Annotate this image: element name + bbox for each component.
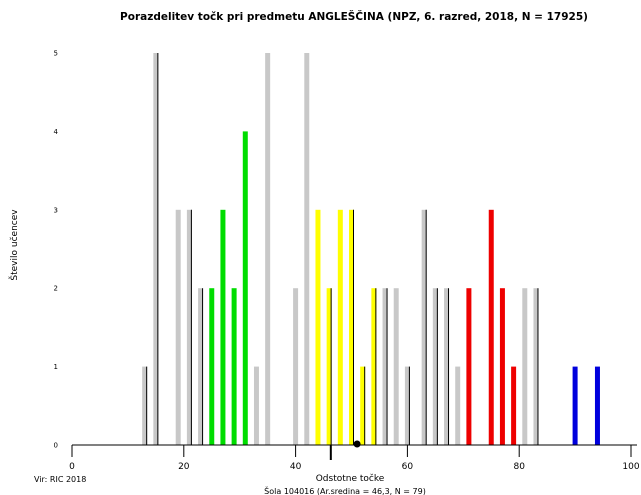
footer-note: Šola 104016 (Ar.sredina = 46,3, N = 79) [264, 485, 426, 495]
bar-56 [382, 288, 388, 445]
bar-48 [337, 209, 343, 445]
bar-69 [455, 366, 461, 445]
bar-21 [186, 209, 192, 445]
bar-65 [432, 288, 438, 445]
bar-94 [594, 366, 600, 445]
y-axis-ticks: 0 1 2 3 4 5 [54, 50, 59, 450]
bar-29 [231, 288, 237, 445]
bar-35 [265, 53, 271, 445]
y-axis-label: Število učencev [8, 209, 20, 281]
bars-group [142, 53, 600, 445]
bar-25 [209, 288, 215, 445]
bar-42 [304, 53, 310, 445]
bar-71 [466, 288, 472, 445]
bar-81 [522, 288, 528, 445]
x-axis-label: Odstotne točke [316, 473, 385, 484]
point-marker [353, 440, 361, 448]
bar-13 [142, 366, 148, 445]
y-tick-label-3: 3 [54, 206, 58, 214]
bar-79 [511, 366, 517, 445]
bar-77 [499, 288, 505, 445]
bar-33 [253, 366, 259, 445]
bar-90 [572, 366, 578, 445]
bar-31 [242, 131, 248, 445]
bar-40 [293, 288, 299, 445]
x-tick-label-100: 100 [622, 462, 639, 472]
x-tick-label-80: 80 [513, 462, 525, 472]
bar-19 [175, 209, 181, 445]
bar-15 [153, 53, 159, 445]
bar-23 [198, 288, 204, 445]
x-tick-label-20: 20 [178, 462, 190, 472]
x-tick-label-60: 60 [402, 462, 414, 472]
bar-63 [421, 209, 427, 445]
x-tick-label-0: 0 [69, 462, 75, 472]
bar-50 [349, 209, 354, 445]
y-tick-label-0: 0 [54, 442, 58, 450]
y-tick-label-5: 5 [54, 50, 58, 58]
bar-52 [360, 366, 366, 445]
bar-27 [220, 209, 226, 445]
y-tick-label-4: 4 [54, 128, 59, 136]
bar-83 [533, 288, 539, 445]
bar-54 [371, 288, 377, 445]
bar-75 [488, 209, 494, 445]
bar-46 [326, 288, 332, 445]
bar-58 [393, 288, 399, 445]
bar-67 [444, 288, 450, 445]
x-axis-ticks: 0 20 40 60 80 100 [69, 445, 640, 472]
x-tick-label-40: 40 [290, 462, 302, 472]
source-note: Vir: RIC 2018 [34, 475, 86, 484]
y-tick-label-1: 1 [54, 363, 58, 371]
chart-title: Porazdelitev točk pri predmetu ANGLEŠČIN… [120, 10, 588, 23]
bar-60 [404, 366, 410, 445]
bar-44 [315, 209, 321, 445]
y-tick-label-2: 2 [54, 285, 58, 293]
